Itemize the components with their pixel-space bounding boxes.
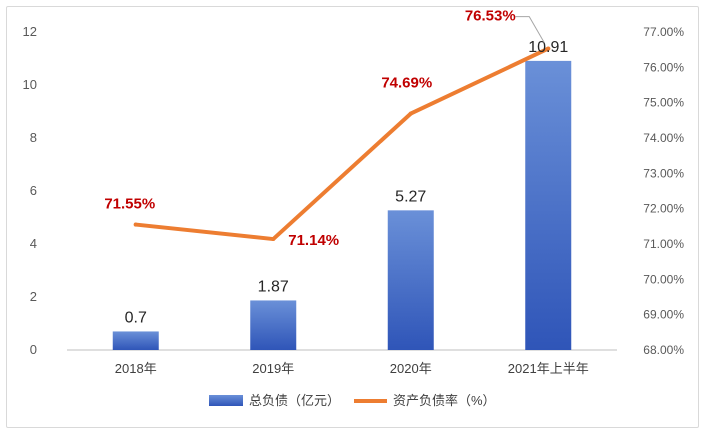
x-axis-tick-label: 2019年 [252,361,294,376]
line-point [408,111,413,116]
right-axis-tick-label: 77.00% [643,25,684,39]
bar-value-label: 1.87 [258,278,289,295]
right-axis-tick-label: 74.00% [643,131,684,145]
right-axis-tick-label: 69.00% [643,308,684,322]
left-axis-tick-label: 4 [30,236,37,251]
label-leader-line [515,16,545,43]
bar-value-label: 5.27 [395,188,426,205]
line-series [133,46,551,242]
right-axis-tick-label: 73.00% [643,166,684,180]
right-axis-tick-label: 68.00% [643,343,684,357]
right-axis-tick-label: 72.00% [643,202,684,216]
bar [112,331,159,350]
right-axis-tick-label: 71.00% [643,237,684,251]
right-axis-tick-label: 76.00% [643,60,684,74]
bar-value-label: 10.91 [528,39,568,56]
x-axis-tick-label: 2018年 [115,361,157,376]
chart-svg: 0 2 4 6 8 10 12 68.00% 69.00% 70.00% 71.00% 72.00% 7… [23,8,685,408]
legend-bar-swatch [209,395,243,406]
left-axis-tick-label: 8 [30,130,37,145]
legend-bar-label: 总负债（亿元） [249,393,340,408]
right-axis-tick-label: 75.00% [643,96,684,110]
chart-frame: 0 2 4 6 8 10 12 68.00% 69.00% 70.00% 71.00% 72.00% 7… [6,6,699,428]
left-axis-tick-label: 12 [23,24,37,39]
left-axis-tick-label: 0 [30,342,37,357]
line-point [133,222,138,227]
bar-value-label: 0.7 [125,309,147,326]
left-axis-tick-label: 2 [30,289,37,304]
right-axis-tick-label: 70.00% [643,272,684,286]
bar [525,60,572,350]
line-value-label: 71.14% [288,232,339,249]
legend-line-label: 资产负债率（%） [393,393,496,408]
left-axis-tick-label: 6 [30,183,37,198]
line-value-label: 76.53% [465,8,516,25]
bar [387,210,434,350]
line-point [271,237,276,242]
x-axis-tick-label: 2020年 [390,361,432,376]
bar [250,300,297,350]
line-value-label: 74.69% [381,75,432,92]
line-value-label: 71.55% [104,196,155,213]
x-axis-tick-label: 2021年上半年 [508,361,589,376]
line-point [546,46,551,51]
left-axis-tick-label: 10 [23,77,37,92]
